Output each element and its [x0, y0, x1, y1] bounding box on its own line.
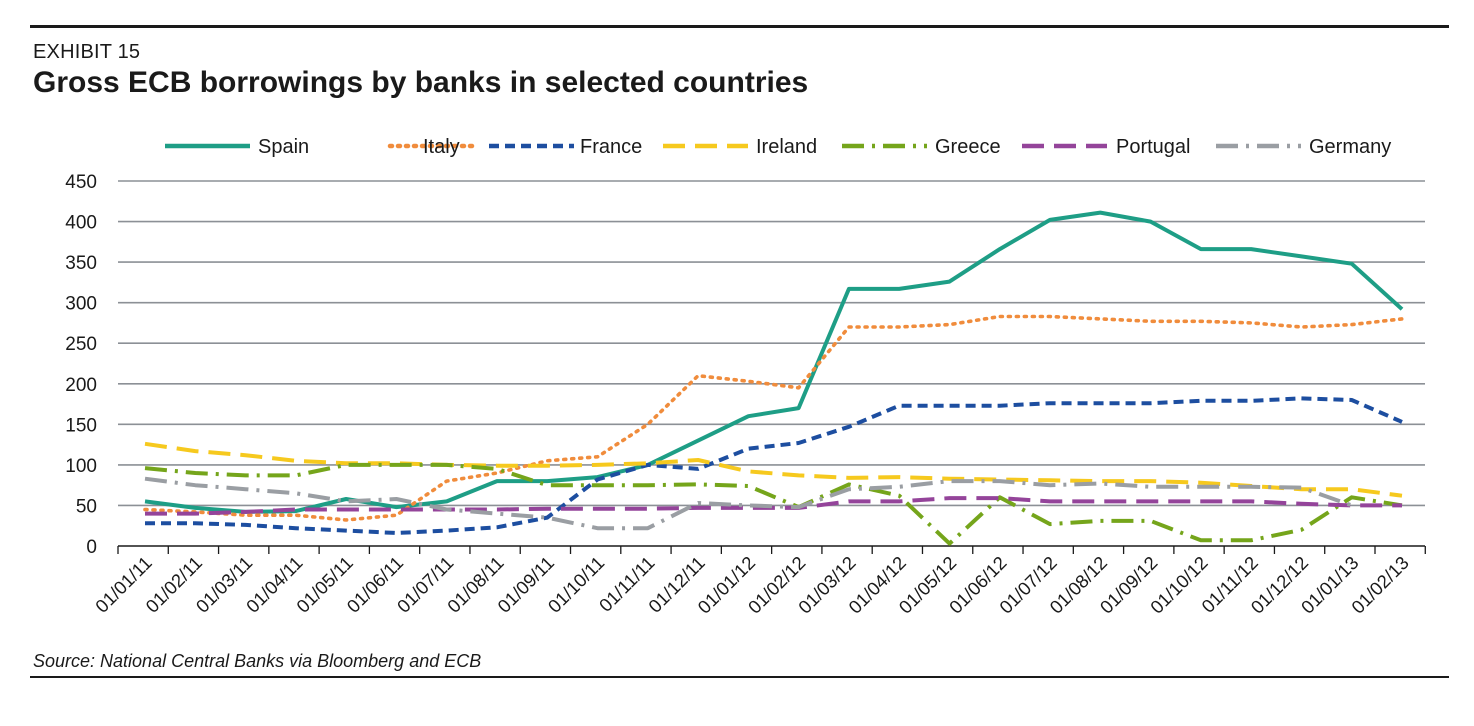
y-tick-label: 400	[65, 213, 97, 234]
axis-layer: 05010015020025030035040045001/01/1101/02…	[65, 172, 1426, 618]
y-tick-label: 350	[65, 253, 97, 274]
legend-label-spain: Spain	[258, 136, 309, 158]
y-tick-label: 50	[76, 496, 97, 517]
legend-label-germany: Germany	[1309, 136, 1391, 158]
legend-label-france: France	[580, 136, 642, 158]
legend-label-portugal: Portugal	[1116, 136, 1191, 158]
series-line-portugal	[145, 496, 1402, 516]
chart-title: Gross ECB borrowings by banks in selecte…	[33, 66, 809, 99]
source-note: Source: National Central Banks via Bloom…	[33, 651, 482, 671]
x-tick-label: 01/10/11	[544, 552, 609, 617]
exhibit-label: EXHIBIT 15	[33, 41, 141, 63]
bottom-rule	[30, 676, 1449, 678]
series-layer	[143, 210, 1404, 546]
series-line-greece	[144, 462, 1403, 546]
legend-label-italy: Italy	[423, 136, 460, 158]
y-tick-label: 0	[86, 537, 97, 558]
series-line-spain	[144, 210, 1404, 514]
y-tick-label: 300	[65, 294, 97, 315]
legend: Spain Italy France Ireland Greece Portugal Ger…	[165, 136, 1391, 158]
y-tick-label: 150	[65, 415, 97, 436]
series-line-italy	[143, 314, 1404, 522]
legend-label-greece: Greece	[935, 136, 1001, 158]
top-rule	[30, 25, 1449, 28]
y-tick-label: 100	[65, 456, 97, 477]
y-tick-label: 450	[65, 172, 97, 193]
y-tick-label: 200	[65, 375, 97, 396]
series-line-france	[145, 396, 1403, 535]
legend-label-ireland: Ireland	[756, 136, 817, 158]
y-tick-label: 250	[65, 334, 97, 355]
grid-layer	[118, 180, 1425, 507]
